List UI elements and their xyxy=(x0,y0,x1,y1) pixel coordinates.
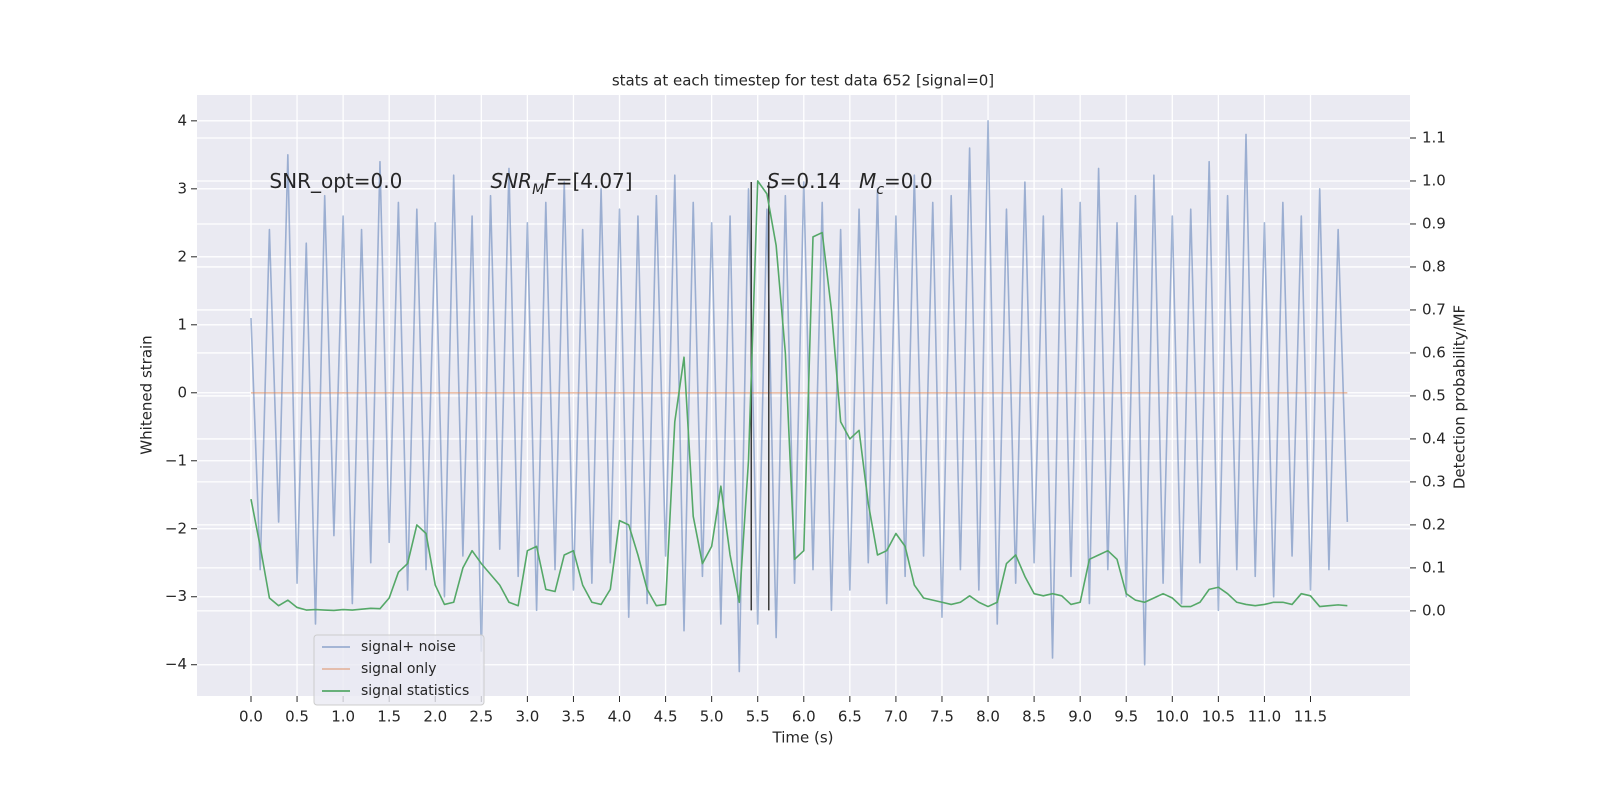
x-tick-label: 8.5 xyxy=(1022,708,1046,726)
annotation-part: S xyxy=(767,169,780,193)
plot-layer xyxy=(250,120,1349,673)
x-tick-label: 11.5 xyxy=(1294,708,1327,726)
x-tick-label: 5.5 xyxy=(746,708,770,726)
y2-tick-label: 0.1 xyxy=(1422,558,1446,576)
y-tick-label: −2 xyxy=(165,519,187,537)
legend-label: signal only xyxy=(361,661,436,677)
y-tick-label: 4 xyxy=(177,111,187,129)
y2-tick-label: 0.3 xyxy=(1422,472,1446,490)
annotation-part: =[4.07] xyxy=(556,169,633,193)
annotation-part: SNR_opt=0.0 xyxy=(269,169,402,193)
x-tick-label: 3.5 xyxy=(562,708,586,726)
series-line xyxy=(250,180,1348,612)
y-tick-label: −1 xyxy=(165,451,187,469)
x-tick-label: 9.0 xyxy=(1068,708,1092,726)
x-tick-label: 2.5 xyxy=(469,708,493,726)
x-tick-label: 7.0 xyxy=(884,708,908,726)
x-axis-label: Time (s) xyxy=(772,729,834,747)
y-tick-label: 3 xyxy=(177,179,187,197)
annotation-part: M xyxy=(532,182,544,198)
y2-tick-label: 0.0 xyxy=(1422,601,1446,619)
legend-box xyxy=(313,634,485,706)
y-tick-label: −3 xyxy=(165,587,187,605)
x-tick-label: 11.0 xyxy=(1248,708,1281,726)
legend-label: signal statistics xyxy=(361,683,469,699)
y2-tick-label: 0.6 xyxy=(1422,343,1446,361)
annotation-part: c xyxy=(876,182,884,198)
y2-axis-label: Detection probability/MF xyxy=(1451,305,1469,489)
y-tick-label: −4 xyxy=(165,655,187,673)
annotation-part: SNR xyxy=(491,169,533,193)
y2-tick-label: 0.2 xyxy=(1422,515,1446,533)
x-tick-label: 0.5 xyxy=(285,708,309,726)
y2-tick-label: 0.8 xyxy=(1422,257,1446,275)
chart-title: stats at each timestep for test data 652… xyxy=(612,72,994,90)
annotation: SNRMF=[4.07] xyxy=(491,169,633,199)
y2-tick-label: 1.0 xyxy=(1422,171,1446,189)
x-tick-label: 9.5 xyxy=(1114,708,1138,726)
x-tick-label: 6.0 xyxy=(792,708,816,726)
x-tick-label: 8.0 xyxy=(976,708,1000,726)
y2-tick-label: 1.1 xyxy=(1422,128,1446,146)
x-tick-label: 2.0 xyxy=(423,708,447,726)
annotation-part: =0.14 xyxy=(780,169,841,193)
legend-label: signal+ noise xyxy=(361,639,456,655)
y2-tick-label: 0.9 xyxy=(1422,214,1446,232)
x-tick-label: 10.0 xyxy=(1156,708,1189,726)
y2-tick-label: 0.4 xyxy=(1422,429,1446,447)
x-tick-label: 6.5 xyxy=(838,708,862,726)
x-tick-label: 5.0 xyxy=(700,708,724,726)
x-tick-label: 4.0 xyxy=(608,708,632,726)
x-tick-label: 1.0 xyxy=(331,708,355,726)
annotation: Mc=0.0 xyxy=(859,169,933,199)
x-tick-label: 4.5 xyxy=(654,708,678,726)
x-tick-label: 3.0 xyxy=(515,708,539,726)
x-tick-label: 7.5 xyxy=(930,708,954,726)
annotation-part: =0.0 xyxy=(884,169,933,193)
y2-tick-label: 0.5 xyxy=(1422,386,1446,404)
x-tick-label: 0.0 xyxy=(239,708,263,726)
series-line xyxy=(250,120,1349,673)
y-tick-label: 0 xyxy=(177,383,187,401)
y-axis-label: Whitened strain xyxy=(138,335,156,454)
annotation-part: F xyxy=(544,169,556,193)
annotation-part: M xyxy=(859,169,876,193)
legend: signal+ noise signal only signal statistic… xyxy=(313,634,485,706)
y-tick-label: 1 xyxy=(177,315,187,333)
x-tick-label: 1.5 xyxy=(377,708,401,726)
annotation: SNR_opt=0.0 xyxy=(269,169,402,193)
x-tick-label: 10.5 xyxy=(1202,708,1235,726)
y-tick-label: 2 xyxy=(177,247,187,265)
y2-tick-label: 0.7 xyxy=(1422,300,1446,318)
annotation: S=0.14 xyxy=(767,169,841,193)
